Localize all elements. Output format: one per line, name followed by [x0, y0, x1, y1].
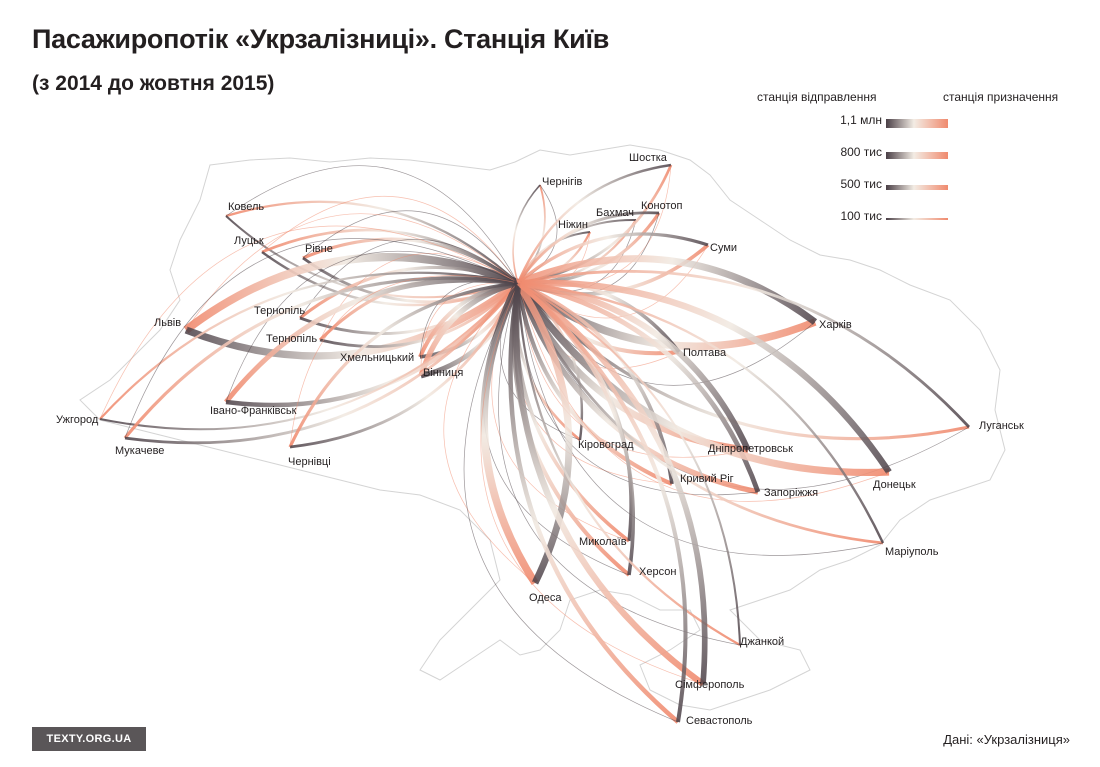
legend-row: 1,1 млн	[800, 113, 960, 133]
city-label-donetsk: Донецьк	[873, 479, 916, 491]
flow-arc-outbound	[480, 281, 539, 586]
flow-arc-inbound	[517, 281, 885, 544]
city-label-poltava: Полтава	[683, 347, 727, 359]
flow-arc-minor	[443, 282, 536, 584]
flow-arc-minor	[463, 282, 679, 723]
flow-arc-inbound	[517, 279, 892, 474]
flow-arc-inbound	[516, 281, 688, 723]
legend-bar	[886, 218, 948, 220]
flow-arc-inbound	[517, 280, 761, 493]
flow-arc-inbound	[99, 282, 519, 431]
flow-arc-minor	[517, 282, 884, 556]
city-label-kovel: Ковель	[228, 201, 264, 213]
city-label-odesa: Одеса	[529, 592, 562, 604]
flow-arc-outbound	[288, 281, 519, 448]
flow-arc-outbound	[99, 271, 519, 420]
legend-row: 100 тис	[800, 209, 960, 229]
flow-arc-minor	[225, 165, 519, 284]
legend-row-label: 500 тис	[840, 177, 882, 191]
legend-bar	[886, 119, 948, 128]
city-label-simferopol: Сімферополь	[675, 679, 745, 691]
city-label-chernihiv: Чернігів	[542, 176, 583, 188]
city-label-mukachevo: Мукачеве	[115, 445, 164, 457]
legend-departure-label: станція відправлення	[757, 90, 877, 104]
flow-arc-inbound	[512, 184, 541, 284]
flow-arc-inbound	[517, 279, 751, 452]
city-label-sumy: Суми	[710, 242, 737, 254]
city-label-nizhyn: Ніжин	[558, 219, 588, 231]
city-label-chernivtsi: Чернівці	[288, 456, 331, 468]
country-border	[79, 144, 1006, 711]
flow-arc-inbound	[517, 282, 742, 646]
legend-row-label: 100 тис	[840, 209, 882, 223]
flow-arc-outbound	[513, 282, 705, 687]
city-label-ivano: Івано-Франківськ	[210, 405, 297, 417]
city-label-lutsk: Луцьк	[234, 235, 264, 247]
city-label-dnipro: Дніпропетровськ	[708, 443, 793, 455]
legend-row-label: 800 тис	[840, 145, 882, 159]
city-label-mykolaiv: Миколаїв	[579, 536, 627, 548]
legend-row-label: 1,1 млн	[840, 113, 882, 127]
legend-row: 800 тис	[800, 145, 960, 165]
flow-arc-inbound	[517, 269, 971, 428]
city-label-mariupol: Маріуполь	[885, 546, 939, 558]
city-label-luhansk: Луганськ	[979, 420, 1024, 432]
flow-arc-minor	[124, 238, 519, 439]
city-label-zaporizhzhia: Запоріжжя	[764, 487, 818, 499]
flow-arc-inbound	[124, 282, 520, 445]
flow-arc-outbound	[123, 276, 519, 439]
city-label-kharkiv: Харків	[819, 319, 852, 331]
flow-arc-outbound	[225, 200, 519, 284]
flow-arc-outbound	[515, 282, 759, 495]
city-label-khmelnytskyi: Хмельницький	[340, 352, 414, 364]
flow-arc-inbound	[516, 163, 672, 284]
city-label-uzhhorod: Ужгород	[56, 414, 99, 426]
flow-arc-minor	[185, 213, 519, 331]
flow-arc-minor	[99, 225, 519, 420]
city-label-konotop: Конотоп	[641, 200, 683, 212]
flow-arc-inbound	[299, 281, 519, 335]
flow-arc-minor	[225, 250, 519, 403]
legend-arrival-label: станція призначення	[943, 90, 1059, 104]
map-title: Пасажиропотік «Укрзалізниці». Станція Ки…	[32, 24, 610, 54]
flow-arc-minor	[498, 282, 741, 646]
flow-arc-outbound	[515, 279, 817, 351]
city-label-lviv: Львів	[154, 317, 181, 329]
legend-bar	[886, 152, 948, 159]
city-label-shostka: Шостка	[629, 152, 668, 164]
city-label-kirovohrad: Кіровоград	[578, 439, 634, 451]
flow-arc-outbound	[302, 237, 519, 285]
flow-arc-outbound	[508, 282, 680, 724]
flow-arc-minor	[480, 282, 704, 685]
city-label-sevastopol: Севастополь	[686, 715, 753, 727]
data-source: Дані: «Укрзалізниця»	[943, 732, 1070, 747]
city-label-dzhankoi: Джанкой	[740, 636, 784, 648]
city-label-rivne: Рівне	[305, 243, 333, 255]
flow-arc-inbound	[516, 280, 708, 685]
flow-arc-outbound	[299, 265, 519, 320]
flow-arc-outbound	[517, 184, 546, 284]
flow-arc-outbound	[418, 280, 519, 377]
legend-row: 500 тис	[800, 177, 960, 197]
flow-arc-minor	[302, 210, 519, 284]
flow-arc-inbound	[516, 232, 709, 285]
city-label-ternopil1: Тернопіль	[254, 305, 305, 317]
texty-logo[interactable]: TEXTY.ORG.UA	[32, 727, 146, 751]
map-subtitle: (з 2014 до жовтня 2015)	[32, 72, 275, 95]
flow-arc-inbound	[515, 281, 573, 585]
city-label-ternopil2: Тернопіль	[266, 333, 317, 345]
flow-arc-minor	[517, 282, 890, 502]
flow-arc-minor	[299, 238, 519, 319]
city-label-vinnytsia: Вінниця	[423, 367, 463, 379]
legend-bar	[886, 185, 948, 190]
flow-arc-inbound	[516, 211, 660, 284]
flow-arc-minor	[289, 275, 519, 448]
city-label-kryvyirih: Кривий Ріг	[680, 473, 734, 485]
city-label-kherson: Херсон	[639, 566, 676, 578]
city-label-bakhmach: Бахмач	[596, 207, 634, 219]
flow-arc-minor	[261, 196, 519, 284]
